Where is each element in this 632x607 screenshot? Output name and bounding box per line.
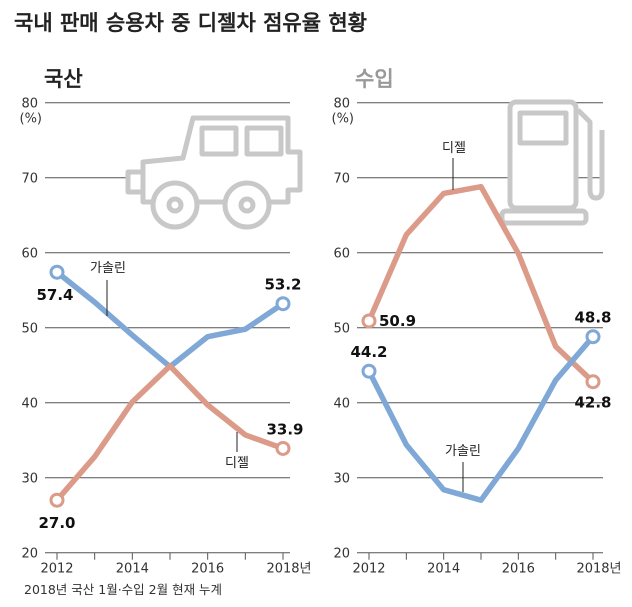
data-point-marker — [585, 329, 601, 345]
data-label: 57.4 — [36, 286, 73, 304]
data-label: 33.9 — [266, 420, 303, 438]
car-hub — [238, 196, 256, 214]
data-point-marker — [275, 440, 291, 456]
x-tick-label: 2012 — [40, 562, 73, 577]
panel-title-domestic: 국산 — [44, 67, 83, 91]
y-tick-label: 60 — [333, 247, 350, 262]
y-tick-label: 40 — [21, 397, 38, 412]
panel-title-import: 수입 — [355, 67, 394, 91]
data-point-marker — [49, 492, 65, 508]
chart-title: 국내 판매 승용차 중 디젤차 점유율 현황 — [14, 11, 367, 35]
y-tick-label: 50 — [21, 322, 38, 337]
x-tick-label: 2014 — [116, 562, 149, 577]
x-tick-label: 2018년 — [266, 562, 311, 577]
data-label: 50.9 — [379, 312, 416, 330]
y-tick-label: 70 — [333, 172, 350, 187]
data-point-marker — [361, 363, 377, 379]
data-point-marker — [361, 313, 377, 329]
y-unit-label: (%) — [20, 112, 43, 127]
series-line-gasoline — [366, 333, 596, 503]
y-tick-label: 20 — [333, 547, 350, 562]
car-window — [199, 125, 239, 157]
data-point-marker — [275, 296, 291, 312]
y-tick-label: 40 — [333, 397, 350, 412]
pump-nozzle — [576, 108, 605, 201]
fuel-pump-icon — [499, 99, 605, 226]
y-tick-label: 60 — [21, 247, 38, 262]
x-tick-label: 2016 — [502, 562, 535, 577]
series-label-gasoline: 가솔린 — [445, 444, 481, 459]
car-window — [244, 125, 284, 157]
x-tick-label: 2016 — [191, 562, 224, 577]
data-label: 27.0 — [38, 514, 75, 532]
x-tick-label: 2014 — [427, 562, 460, 577]
car-icon — [125, 115, 303, 230]
y-tick-label: 80 — [21, 97, 38, 112]
y-unit-label: (%) — [332, 112, 355, 127]
car-hub — [166, 196, 184, 214]
data-point-marker — [585, 374, 601, 390]
data-label: 53.2 — [264, 276, 301, 294]
y-tick-label: 30 — [21, 472, 38, 487]
y-tick-label: 50 — [333, 322, 350, 337]
x-tick-label: 2012 — [352, 562, 385, 577]
series-line-diesel — [54, 363, 286, 503]
y-tick-label: 20 — [21, 547, 38, 562]
y-tick-label: 80 — [333, 97, 350, 112]
series-label-gasoline: 가솔린 — [90, 261, 126, 276]
series-label-diesel: 디젤 — [225, 456, 249, 471]
pump-base — [499, 208, 589, 226]
footnote: 2018년 국산 1월·수입 2월 현재 누계 — [24, 582, 222, 597]
series-line-gasoline — [54, 269, 286, 370]
data-label: 44.2 — [350, 343, 387, 361]
panel-import: 20 30 40 50 60 70 80(%) 2012 2014 2016 2018년 디젤 50.9… — [332, 97, 622, 577]
y-tick-label: 30 — [333, 472, 350, 487]
x-tick-label: 2018년 — [576, 562, 621, 577]
data-point-marker — [49, 264, 65, 280]
pump-screen — [517, 110, 569, 146]
data-label: 42.8 — [574, 394, 611, 412]
panel-domestic: 20 30 40 50 60 70 80(%) 2012 2014 2016 2018년 가솔린 57.… — [20, 97, 312, 577]
series-label-diesel: 디젤 — [442, 141, 466, 156]
y-tick-label: 70 — [21, 172, 38, 187]
data-label: 48.8 — [574, 309, 611, 327]
